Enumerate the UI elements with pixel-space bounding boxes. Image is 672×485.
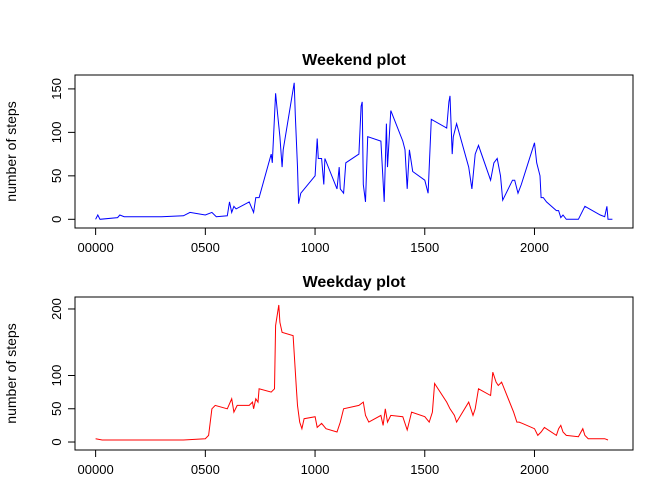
plot-box bbox=[74, 296, 634, 451]
x-tick-label: 1500 bbox=[410, 240, 439, 255]
y-tick-label: 0 bbox=[49, 438, 64, 445]
chart-title: Weekend plot bbox=[302, 52, 406, 69]
x-tick-label: 0500 bbox=[191, 240, 220, 255]
line bbox=[95, 82, 613, 220]
y-tick-label: 50 bbox=[49, 402, 64, 416]
y-tick-label: 100 bbox=[49, 122, 64, 144]
y-axis-label: number of steps bbox=[3, 323, 19, 423]
plot-box bbox=[74, 74, 634, 229]
chart-title: Weekday plot bbox=[303, 274, 407, 291]
x-tick-label: 00000 bbox=[78, 240, 114, 255]
y-tick-label: 150 bbox=[49, 78, 64, 100]
y-tick-label: 0 bbox=[49, 216, 64, 223]
x-tick-label: 0500 bbox=[191, 462, 220, 477]
line bbox=[95, 304, 609, 441]
x-tick-label: 2000 bbox=[520, 240, 549, 255]
y-tick-label: 50 bbox=[49, 169, 64, 183]
y-tick-label: 100 bbox=[49, 365, 64, 387]
x-tick-label: 2000 bbox=[520, 462, 549, 477]
y-tick-label: 200 bbox=[49, 298, 64, 320]
x-tick-label: 1500 bbox=[410, 462, 439, 477]
x-tick-label: 00000 bbox=[78, 462, 114, 477]
y-axis-label: number of steps bbox=[3, 101, 19, 201]
x-tick-label: 1000 bbox=[301, 240, 330, 255]
x-tick-label: 1000 bbox=[301, 462, 330, 477]
